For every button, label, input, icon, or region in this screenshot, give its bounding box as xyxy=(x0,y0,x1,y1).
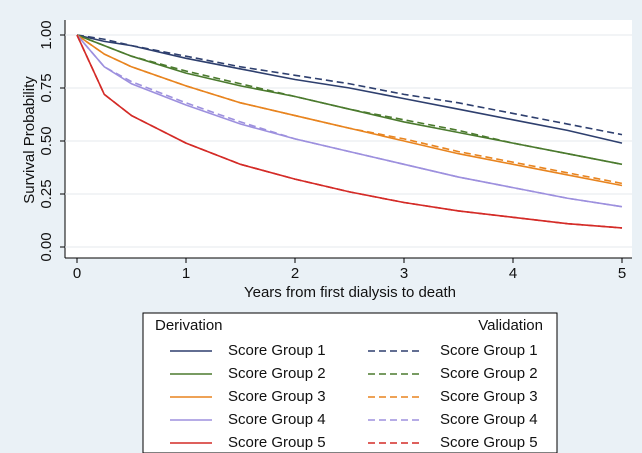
legend-label: Score Group 5 xyxy=(440,434,538,451)
legend-label: Score Group 2 xyxy=(440,365,538,382)
x-tick-label: 0 xyxy=(73,265,81,282)
y-tick-label: 0.75 xyxy=(38,73,55,102)
survival-line xyxy=(76,34,623,166)
legend xyxy=(142,312,558,453)
legend-label: Score Group 3 xyxy=(228,388,326,405)
x-tick-label: 1 xyxy=(182,265,190,282)
y-tick-label: 0.00 xyxy=(38,232,55,261)
y-tick-label: 0.25 xyxy=(38,179,55,208)
x-axis-label: Years from first dialysis to death xyxy=(244,284,456,301)
x-tick-label: 3 xyxy=(400,265,408,282)
legend-label: Score Group 4 xyxy=(440,411,538,428)
legend-label: Score Group 5 xyxy=(228,434,326,451)
y-axis-label: Survival Probability xyxy=(21,76,38,204)
y-tick-label: 1.00 xyxy=(38,20,55,49)
legend-label: Score Group 4 xyxy=(228,411,326,428)
legend-label: Score Group 1 xyxy=(228,342,326,359)
survival-line xyxy=(76,34,623,185)
x-tick-label: 4 xyxy=(509,265,517,282)
x-tick-label: 2 xyxy=(291,265,299,282)
y-tick-label: 0.50 xyxy=(38,126,55,155)
legend-title: Derivation xyxy=(155,317,223,334)
legend-label: Score Group 1 xyxy=(440,342,538,359)
survival-line xyxy=(76,34,623,229)
x-tick-label: 5 xyxy=(618,265,626,282)
legend-label: Score Group 3 xyxy=(440,388,538,405)
legend-title: Validation xyxy=(478,317,543,334)
plot-area xyxy=(65,20,632,258)
survival-line xyxy=(76,34,623,136)
legend-label: Score Group 2 xyxy=(228,365,326,382)
survival-line xyxy=(76,34,623,208)
